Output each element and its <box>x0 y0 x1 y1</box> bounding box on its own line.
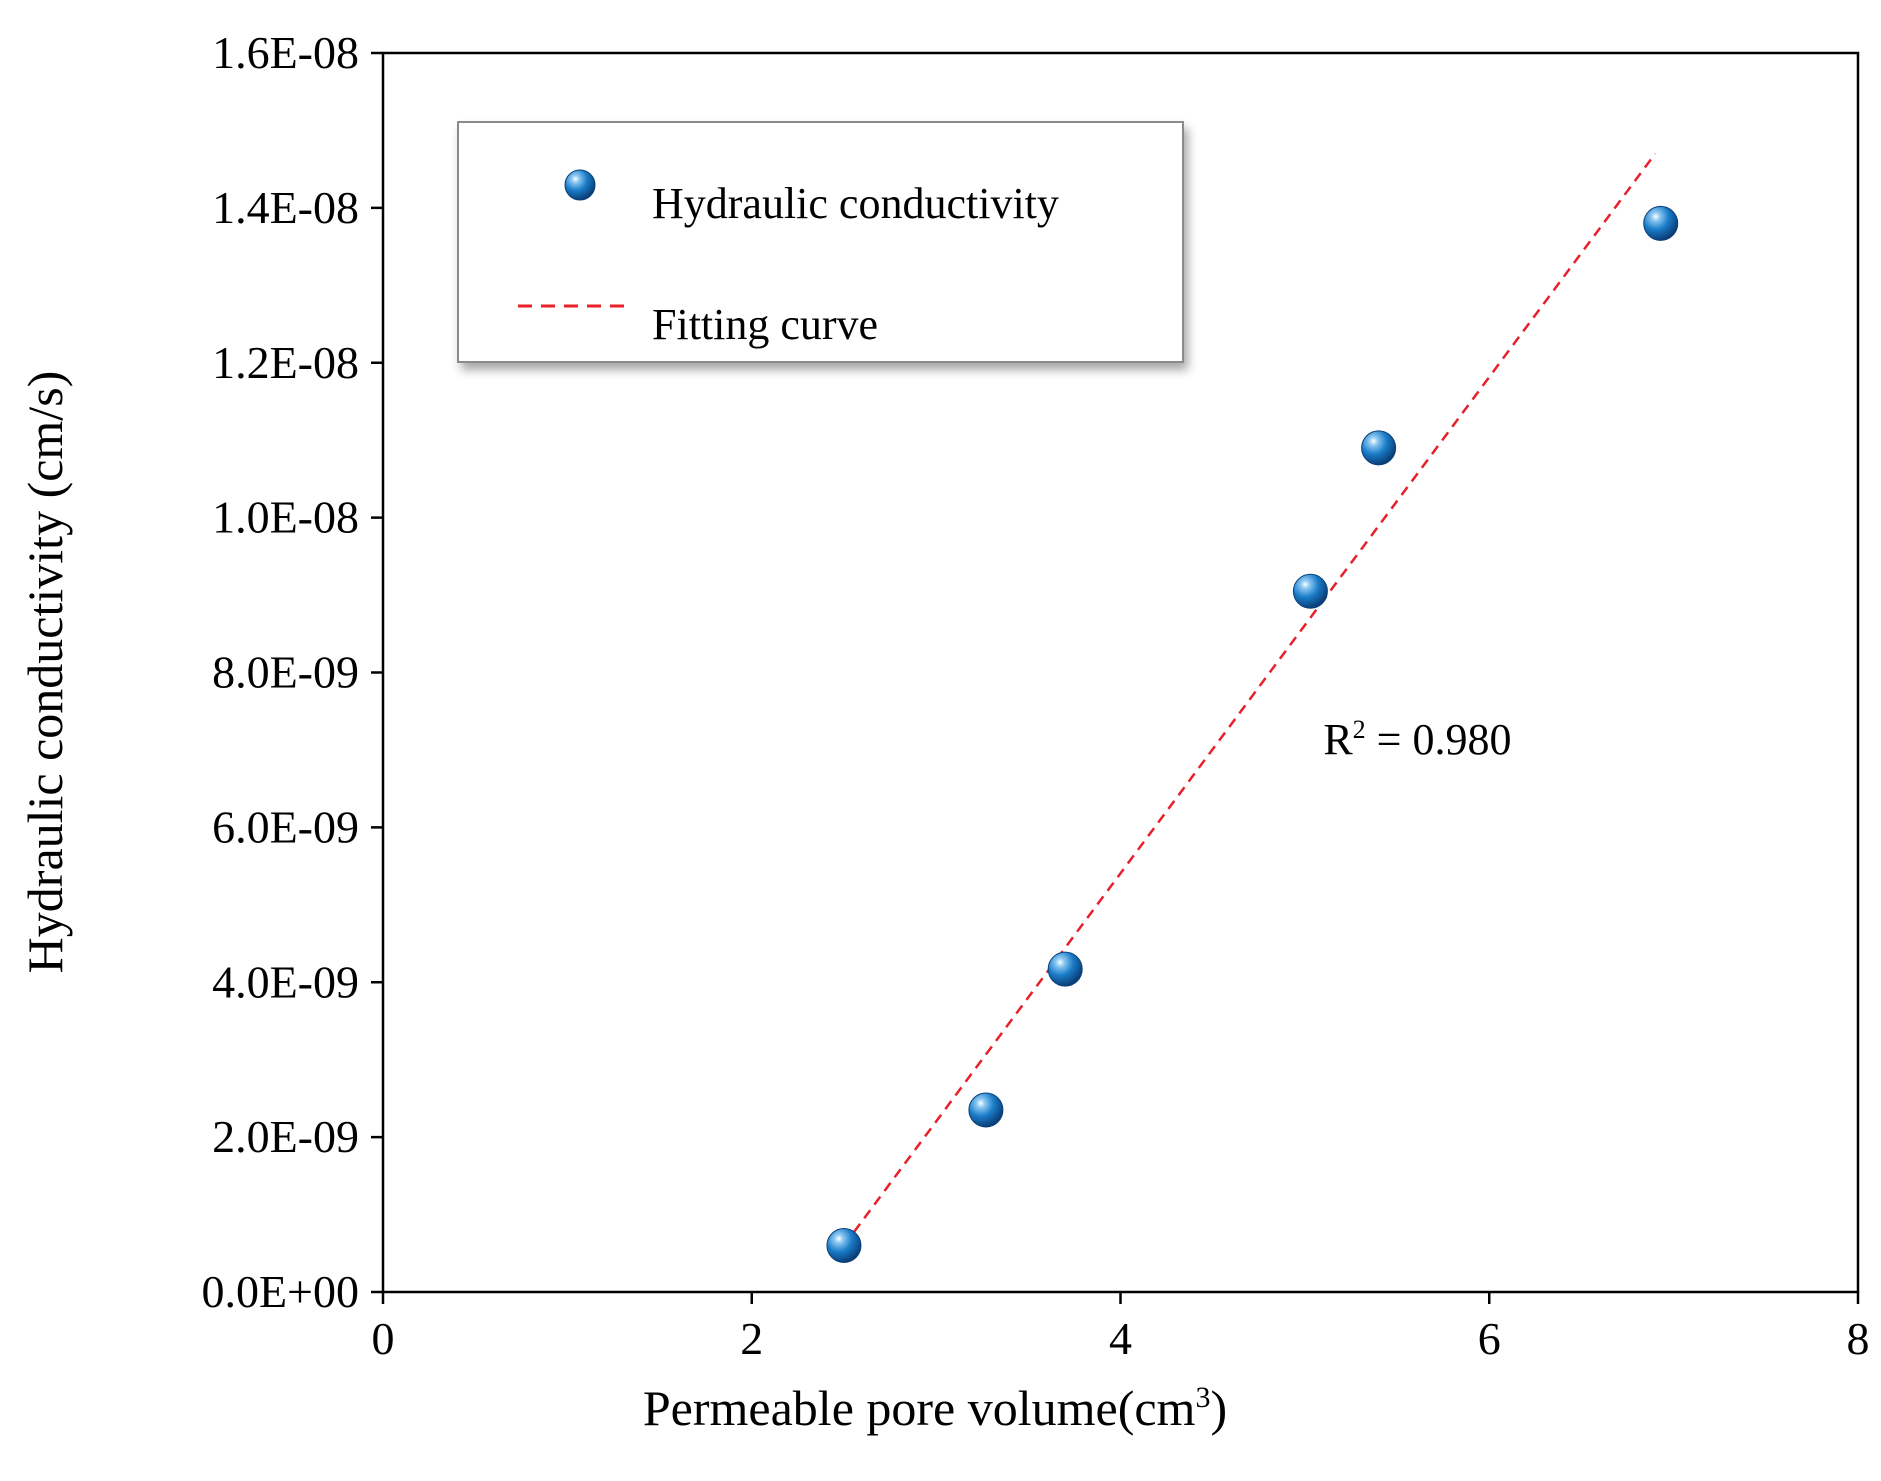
x-tick-label: 8 <box>1847 1313 1870 1364</box>
data-point <box>1361 430 1397 466</box>
legend-box <box>457 121 1184 363</box>
x-tick-label: 2 <box>740 1313 763 1364</box>
data-point <box>826 1228 862 1264</box>
legend: Hydraulic conductivity Fitting curve <box>457 121 1184 363</box>
y-tick-label: 1.4E-08 <box>212 182 359 233</box>
y-tick-label: 0.0E+00 <box>201 1266 359 1317</box>
x-axis: 0 2 4 6 8 <box>372 1292 1870 1364</box>
x-tick-label: 6 <box>1478 1313 1501 1364</box>
r-squared-annotation: R2 = 0.980 <box>1323 715 1511 764</box>
y-tick-label: 4.0E-09 <box>212 956 359 1007</box>
x-axis-title-tail: ) <box>1210 1380 1227 1436</box>
legend-label-fitting-curve: Fitting curve <box>652 300 878 349</box>
data-point <box>968 1092 1004 1128</box>
r-squared-value: = 0.980 <box>1366 715 1512 764</box>
x-tick-label: 0 <box>372 1313 395 1364</box>
x-tick-label: 4 <box>1109 1313 1132 1364</box>
legend-marker-hydraulic-conductivity <box>564 169 596 201</box>
data-points-layer <box>826 205 1679 1264</box>
y-tick-label: 6.0E-09 <box>212 801 359 852</box>
y-tick-label: 1.0E-08 <box>212 492 359 543</box>
y-axis-title: Hydraulic conductivity (cm/s) <box>17 371 73 974</box>
fitting-curve-line <box>842 152 1657 1247</box>
x-axis-title-main: Permeable pore volume(cm <box>643 1380 1196 1436</box>
data-point <box>1292 573 1328 609</box>
r-squared-letter: R <box>1323 715 1353 764</box>
y-tick-label: 1.2E-08 <box>212 337 359 388</box>
y-tick-label: 8.0E-09 <box>212 647 359 698</box>
x-axis-title: Permeable pore volume(cm3) <box>643 1380 1227 1436</box>
data-point <box>1643 205 1679 241</box>
legend-label-hydraulic-conductivity: Hydraulic conductivity <box>652 179 1059 228</box>
data-point <box>1047 951 1083 987</box>
y-tick-label: 2.0E-09 <box>212 1111 359 1162</box>
x-axis-title-superscript: 3 <box>1195 1381 1210 1414</box>
y-tick-label: 1.6E-08 <box>212 27 359 78</box>
fitting-curve-layer <box>842 152 1657 1247</box>
r-squared-superscript: 2 <box>1353 715 1366 744</box>
y-axis: 0.0E+00 2.0E-09 4.0E-09 6.0E-09 8.0E-09 1.0E-… <box>201 27 383 1317</box>
